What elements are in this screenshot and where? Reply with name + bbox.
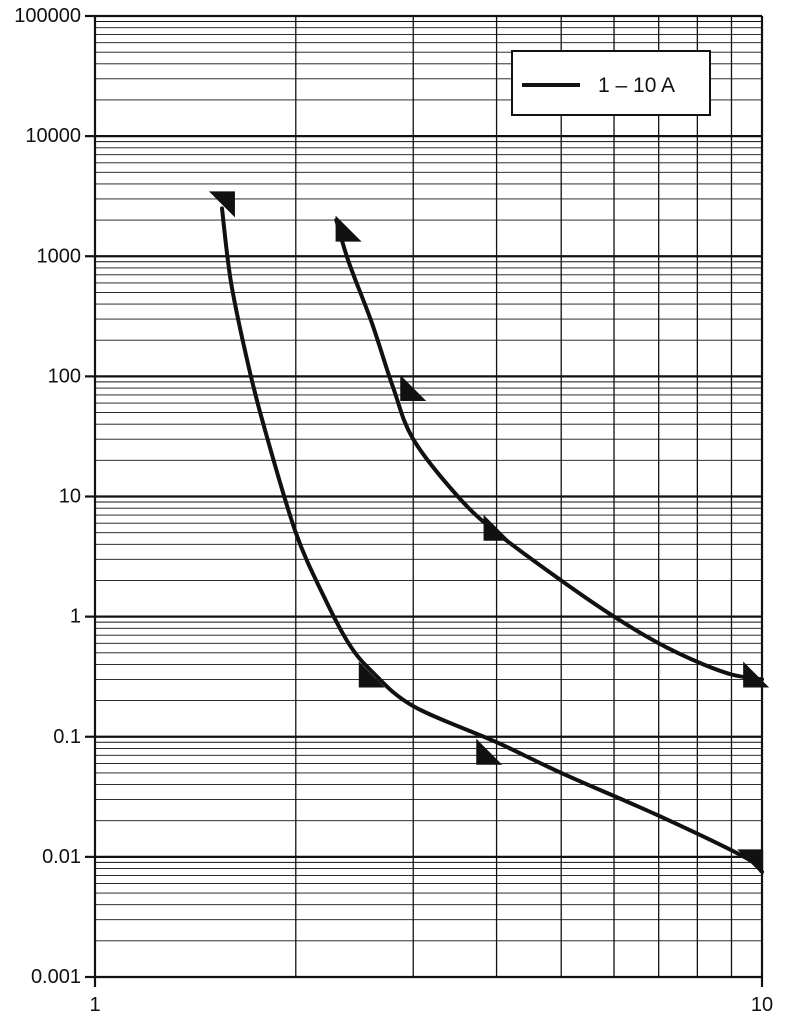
x-tick-label: 1 [89, 994, 100, 1016]
x-tick-label: 10 [751, 994, 773, 1016]
y-tick-label: 0.1 [53, 726, 81, 748]
x-tick-labels: 1 10 [89, 994, 773, 1016]
y-tick-label: 100000 [14, 5, 81, 27]
curve-lower [220, 206, 764, 874]
y-tick-labels: 100000 10000 1000 100 10 1 0.1 0.01 0.001 [14, 5, 81, 988]
curve-end-markers [208, 191, 770, 876]
legend: 1 – 10 A [511, 50, 711, 116]
y-tick-label: 10000 [25, 125, 81, 147]
curve-marker [208, 191, 235, 218]
curve-marker [335, 215, 362, 242]
curve-marker [737, 849, 764, 876]
y-tick-label: 100 [48, 365, 81, 387]
legend-label: 1 – 10 A [598, 74, 675, 97]
curve-marker [743, 661, 770, 688]
y-tick-label: 1000 [37, 245, 82, 267]
y-tick-label: 10 [59, 486, 81, 508]
curve-marker [400, 375, 427, 402]
y-tick-label: 0.001 [31, 966, 81, 988]
y-tick-label: 0.01 [42, 846, 81, 868]
grid-lines [85, 14, 764, 987]
curve-marker [358, 661, 385, 688]
curve-marker [476, 738, 503, 765]
y-tick-label: 1 [70, 606, 81, 628]
curve-marker [483, 514, 510, 541]
curve-upper [334, 218, 764, 682]
